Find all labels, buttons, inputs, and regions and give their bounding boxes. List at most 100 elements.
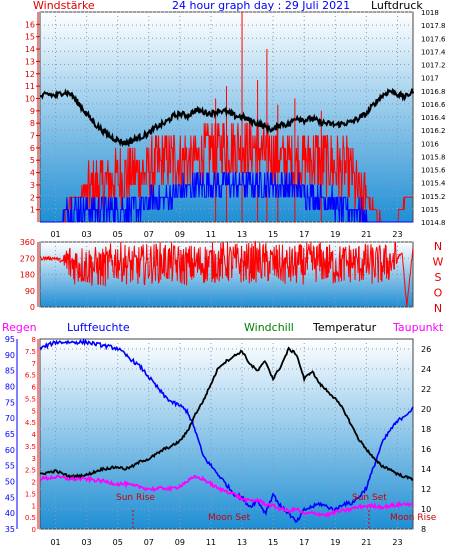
luftfeuchte-ticks: 35 40 45 50 55 60 65 70 75 80 85 90 95 bbox=[5, 335, 18, 534]
windstarke-tick: 10 bbox=[25, 94, 35, 103]
windrichtung-line bbox=[39, 240, 414, 307]
windstarke-tick: 3 bbox=[30, 181, 35, 190]
regen-tick: 2.5 bbox=[25, 467, 36, 475]
windstarke-tick: 14 bbox=[25, 45, 35, 54]
x-tick-bottom: 11 bbox=[206, 538, 216, 547]
temperatur-tick: 10 bbox=[421, 505, 431, 514]
luftdruck-tick: 1016.8 bbox=[421, 88, 446, 96]
windstarke-tick: 6 bbox=[30, 144, 35, 153]
x-tick-bottom: 07 bbox=[144, 538, 154, 547]
plot-area-bottom bbox=[39, 338, 414, 530]
regen-tick: 3 bbox=[32, 455, 36, 463]
luftfeuchte-label: Luftfeuchte bbox=[67, 321, 130, 334]
x-tick-top: 23 bbox=[392, 230, 402, 239]
x-tick-bottom: 17 bbox=[299, 538, 309, 547]
luftfeuchte-tick: 55 bbox=[5, 462, 15, 471]
x-tick-top: 15 bbox=[268, 230, 278, 239]
luftdruck-tick: 1017.2 bbox=[421, 62, 446, 70]
regen-tick: 5 bbox=[32, 407, 36, 415]
temperatur-tick: 12 bbox=[421, 485, 431, 494]
regen-tick: 6.5 bbox=[25, 372, 36, 380]
luftfeuchte-line bbox=[39, 337, 414, 524]
temperatur-tick: 18 bbox=[421, 425, 431, 434]
regen-tick: 1.5 bbox=[25, 490, 36, 498]
windstarke-tick: 9 bbox=[30, 107, 35, 116]
luftfeuchte-tick: 90 bbox=[5, 351, 15, 360]
compass-letter: W bbox=[433, 256, 444, 269]
luftfeuchte-tick: 35 bbox=[5, 525, 15, 534]
direction-tick: 0 bbox=[30, 303, 35, 312]
compass-letter: N bbox=[434, 240, 442, 253]
windstarke-tick: 5 bbox=[30, 156, 35, 165]
sunrise-label: Sun Rise bbox=[116, 493, 155, 503]
compass-letter: O bbox=[434, 287, 443, 300]
x-tick-top: 19 bbox=[330, 230, 340, 239]
temperatur-tick: 22 bbox=[421, 385, 431, 394]
luftdruck-tick: 1016 bbox=[421, 140, 439, 148]
regen-tick: 5.5 bbox=[25, 395, 36, 403]
regen-tick: 7.5 bbox=[25, 348, 36, 356]
x-tick-bottom: 03 bbox=[82, 538, 92, 547]
windchill-label: Windchill bbox=[244, 321, 294, 334]
x-tick-bottom: 19 bbox=[330, 538, 340, 547]
x-tick-top: 13 bbox=[237, 230, 247, 239]
regen-ticks: 0 0.5 1 1.5 2 2.5 3 3.5 4 4.5 5 5.5 6 6.5 7 7.5 8 bbox=[25, 336, 39, 534]
sunset-label: Sun Set bbox=[352, 493, 387, 503]
regen-tick: 2 bbox=[32, 479, 36, 487]
series-top bbox=[39, 12, 414, 223]
luftdruck-tick: 1017.6 bbox=[421, 35, 446, 43]
temperatur-label: Temperatur bbox=[312, 321, 377, 334]
compass-letter: S bbox=[435, 271, 442, 284]
chart-title: 24 hour graph day : 29 Juli 2021 bbox=[172, 0, 350, 12]
compass-letter: N bbox=[434, 302, 442, 315]
windstarke-label: Windstärke bbox=[33, 0, 95, 12]
luftdruck-tick: 1016.4 bbox=[421, 114, 446, 122]
luftdruck-tick: 1016.2 bbox=[421, 127, 446, 135]
luftfeuchte-tick: 95 bbox=[5, 335, 15, 344]
regen-tick: 0.5 bbox=[25, 514, 36, 522]
windstarke-tick: 15 bbox=[25, 33, 35, 42]
x-tick-top: 09 bbox=[175, 230, 185, 239]
regen-tick: 0 bbox=[32, 526, 36, 534]
windstarke-tick: 12 bbox=[25, 70, 35, 79]
x-tick-bottom: 01 bbox=[50, 538, 60, 547]
x-tick-bottom: 05 bbox=[113, 538, 123, 547]
luftdruck-tick: 1015 bbox=[421, 206, 439, 214]
temperatur-tick: 26 bbox=[421, 345, 431, 354]
luftfeuchte-tick: 65 bbox=[5, 430, 15, 439]
series-bottom bbox=[39, 337, 414, 524]
luftfeuchte-tick: 70 bbox=[5, 414, 15, 423]
boen-line bbox=[40, 172, 413, 223]
luftfeuchte-tick: 60 bbox=[5, 446, 15, 455]
luftfeuchte-tick: 80 bbox=[5, 383, 15, 392]
luftdruck-tick: 1015.8 bbox=[421, 153, 446, 161]
temperatur-tick: 24 bbox=[421, 365, 431, 374]
luftfeuchte-tick: 85 bbox=[5, 367, 15, 376]
sun-moon-annotations: Sun Rise Moon Set Sun Set Moon Rise bbox=[116, 493, 437, 529]
luftfeuchte-tick: 50 bbox=[5, 478, 15, 487]
windstarke-tick: 2 bbox=[30, 193, 35, 202]
luftdruck-tick: 1014.8 bbox=[421, 219, 446, 227]
x-tick-top: 17 bbox=[299, 230, 309, 239]
luftdruck-tick: 1015.4 bbox=[421, 180, 446, 188]
regen-tick: 4.5 bbox=[25, 419, 36, 427]
temperatur-line bbox=[39, 346, 414, 482]
luftdruck-tick: 1017.8 bbox=[421, 22, 446, 30]
x-tick-top: 21 bbox=[361, 230, 371, 239]
luftdruck-tick: 1018 bbox=[421, 9, 439, 17]
temperatur-tick: 16 bbox=[421, 445, 431, 454]
moonrise-label: Moon Rise bbox=[390, 513, 437, 523]
x-tick-top: 05 bbox=[113, 230, 123, 239]
regen-tick: 8 bbox=[32, 336, 36, 344]
x-tick-bottom: 21 bbox=[361, 538, 371, 547]
luftdruck-label: Luftdruck bbox=[371, 0, 423, 12]
windstarke-tick: 1 bbox=[30, 206, 35, 215]
x-tick-top: 07 bbox=[144, 230, 154, 239]
luftfeuchte-tick: 40 bbox=[5, 509, 15, 518]
series-mid bbox=[39, 240, 414, 307]
